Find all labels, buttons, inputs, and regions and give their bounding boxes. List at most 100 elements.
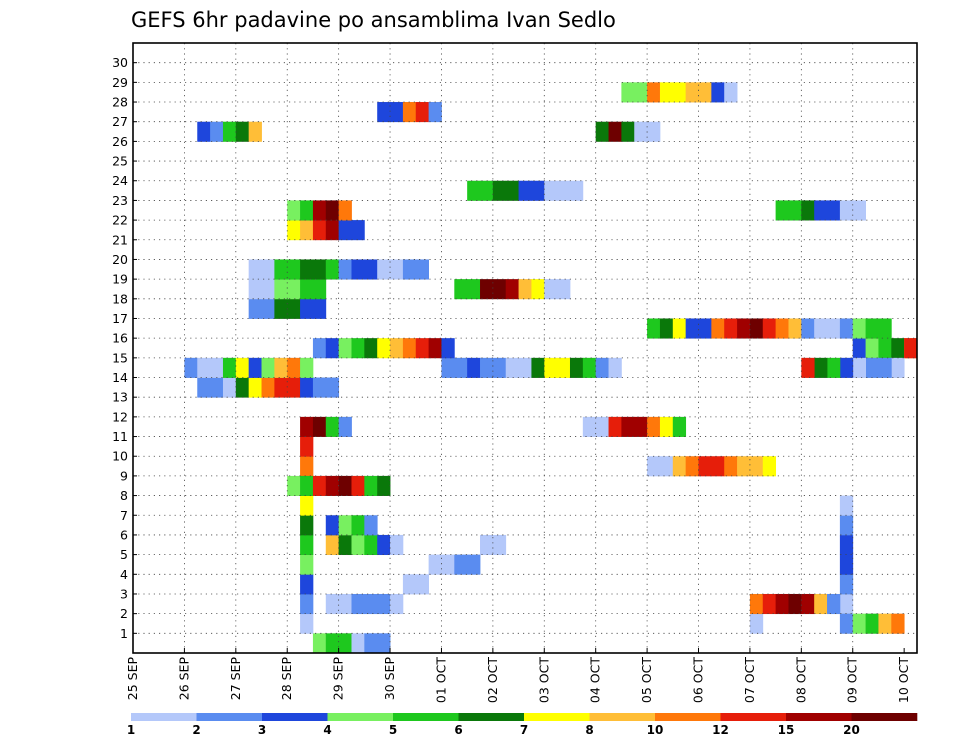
cell-25	[467, 554, 481, 575]
legend-label: 10	[647, 723, 664, 737]
cell-202	[261, 357, 275, 378]
x-tick-label: 05 OCT	[639, 657, 654, 703]
cell-72	[762, 456, 777, 477]
cell-192	[287, 377, 301, 398]
cell-113	[287, 475, 301, 496]
y-tick-label: 10	[112, 449, 128, 464]
cell-19	[390, 593, 404, 615]
cell-3	[300, 554, 314, 575]
cell-38	[300, 279, 314, 300]
y-tick-label: 14	[112, 370, 128, 385]
cell-62	[569, 180, 584, 201]
cell-144	[801, 318, 815, 339]
cell-194	[312, 377, 327, 398]
cell-134	[672, 318, 687, 339]
x-tick-label: 26 SEP	[176, 657, 191, 701]
cell-180	[390, 338, 404, 359]
y-tick-label: 3	[120, 586, 128, 601]
y-tick-label: 23	[112, 193, 128, 208]
cell-206	[377, 102, 391, 123]
cell-201	[248, 357, 262, 378]
cell-182	[415, 338, 429, 359]
x-tick-label: 07 OCT	[742, 657, 757, 703]
cell-55	[480, 180, 494, 201]
cell-58	[518, 180, 532, 201]
legend-swatch-11	[786, 713, 852, 721]
cell-129	[312, 200, 327, 221]
y-tick-label: 17	[112, 311, 128, 326]
cell-77	[839, 515, 854, 536]
cell-214	[235, 121, 250, 142]
y-tick-label: 9	[120, 468, 128, 483]
cell-179	[377, 338, 391, 359]
y-tick-label: 4	[120, 567, 128, 582]
x-tick-label: 27 SEP	[228, 657, 243, 701]
cell-165	[454, 279, 468, 300]
cell-128	[300, 200, 314, 221]
y-tick-label: 11	[112, 429, 128, 444]
cell-229	[621, 82, 635, 103]
cell-162	[582, 357, 597, 378]
cell-49	[364, 259, 378, 280]
cell-237	[724, 82, 738, 103]
cell-63	[647, 456, 661, 477]
x-tick-label: 10 OCT	[896, 657, 911, 703]
cell-36	[274, 279, 288, 300]
cell-138	[724, 318, 738, 339]
cell-169	[505, 279, 519, 300]
legend-swatch-8	[589, 713, 656, 721]
cell-91	[827, 593, 841, 615]
cell-208	[402, 102, 417, 123]
cell-22	[428, 554, 442, 575]
y-tick-label: 18	[112, 291, 128, 306]
cell-193	[300, 377, 314, 398]
cell-10	[300, 416, 314, 437]
cell-246	[891, 357, 905, 378]
cell-34	[248, 279, 262, 300]
legend-label: 5	[389, 723, 397, 737]
cell-0	[300, 613, 314, 634]
cell-23	[441, 554, 455, 575]
cell-70	[737, 456, 751, 477]
cell-250	[839, 357, 854, 378]
cell-21	[415, 574, 429, 595]
cell-76	[839, 534, 854, 556]
color-legend: 1 2 3 4 5 6 7 8 10 12 15 20	[127, 713, 918, 737]
cell-1	[300, 593, 314, 615]
cell-199	[222, 357, 237, 378]
cell-71	[749, 456, 764, 477]
cell-174	[312, 338, 327, 359]
x-tick-label: 06 OCT	[691, 657, 706, 703]
legend-label: 20	[843, 723, 860, 737]
cell-111	[351, 515, 365, 536]
cell-189	[248, 377, 262, 398]
cell-221	[647, 416, 661, 437]
cell-5	[300, 515, 314, 536]
cell-186	[210, 377, 224, 398]
cell-161	[569, 357, 584, 378]
cell-41	[261, 259, 275, 280]
cell-78	[839, 495, 854, 516]
cell-139	[737, 318, 751, 339]
cell-95	[878, 613, 892, 634]
y-tick-label: 24	[112, 173, 128, 188]
cell-54	[467, 180, 481, 201]
cell-64	[659, 456, 674, 477]
grid-layer	[133, 43, 917, 653]
y-tick-label: 13	[112, 390, 128, 405]
cell-213	[222, 121, 237, 142]
cell-248	[865, 357, 879, 378]
x-tick-label: 02 OCT	[485, 657, 500, 703]
cell-109	[325, 515, 340, 536]
legend-label: 12	[712, 723, 729, 737]
cell-209	[415, 102, 429, 123]
cell-167	[480, 279, 494, 300]
cell-222	[659, 416, 674, 437]
cell-28	[248, 298, 262, 319]
cell-233	[672, 82, 687, 103]
cell-102	[377, 633, 391, 654]
cell-92	[839, 613, 854, 634]
cell-29	[261, 298, 275, 319]
cell-159	[544, 357, 558, 378]
cell-140	[749, 318, 764, 339]
